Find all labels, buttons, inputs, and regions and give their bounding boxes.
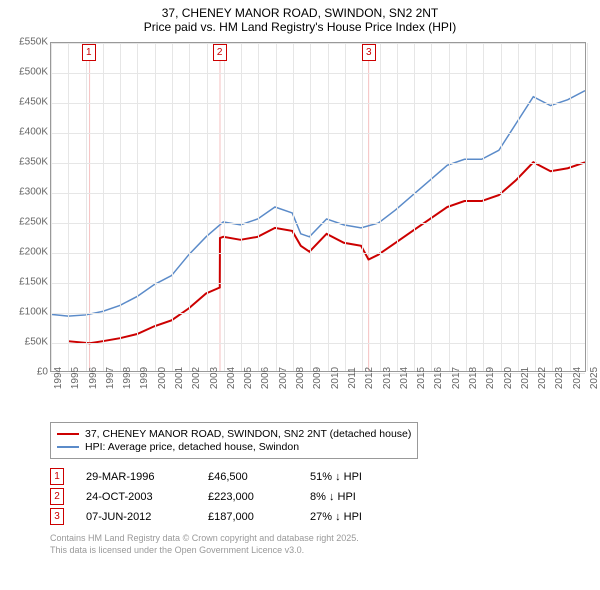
x-axis-label: 2017 [451,367,462,389]
x-axis-label: 2024 [572,367,583,389]
sales-marker: 3 [50,508,64,525]
x-axis-label: 1998 [122,367,133,389]
footer-attribution: Contains HM Land Registry data © Crown c… [50,533,592,556]
x-axis-label: 2022 [537,367,548,389]
y-axis-label: £500K [8,67,48,78]
y-axis-label: £50K [8,337,48,348]
x-axis-label: 2010 [330,367,341,389]
legend-label: HPI: Average price, detached house, Swin… [85,441,299,453]
footer-line2: This data is licensed under the Open Gov… [50,545,592,557]
x-axis-label: 2013 [382,367,393,389]
x-axis-label: 2012 [364,367,375,389]
sales-diff: 8% ↓ HPI [310,491,400,503]
x-axis-label: 2015 [416,367,427,389]
x-axis-label: 1999 [139,367,150,389]
sales-marker: 2 [50,488,64,505]
sales-date: 07-JUN-2012 [86,511,186,523]
x-axis-label: 2023 [554,367,565,389]
x-axis-label: 2019 [485,367,496,389]
y-axis-label: £550K [8,37,48,48]
x-axis-label: 2021 [520,367,531,389]
legend-swatch [57,433,79,435]
x-axis-label: 2003 [209,367,220,389]
x-axis-label: 1997 [105,367,116,389]
x-axis-label: 2014 [399,367,410,389]
sale-marker-1: 1 [82,44,96,61]
legend-row: HPI: Average price, detached house, Swin… [57,441,411,453]
y-axis-label: £300K [8,187,48,198]
x-axis-label: 2007 [278,367,289,389]
legend-label: 37, CHENEY MANOR ROAD, SWINDON, SN2 2NT … [85,428,411,440]
sale-marker-3: 3 [362,44,376,61]
sales-price: £187,000 [208,511,288,523]
y-axis-label: £200K [8,247,48,258]
legend-row: 37, CHENEY MANOR ROAD, SWINDON, SN2 2NT … [57,428,411,440]
title-line2: Price paid vs. HM Land Registry's House … [8,20,592,34]
x-axis-label: 2004 [226,367,237,389]
y-axis-label: £100K [8,307,48,318]
x-axis-label: 1995 [70,367,81,389]
y-axis-label: £450K [8,97,48,108]
x-axis-label: 2018 [468,367,479,389]
sales-row: 1 29-MAR-1996 £46,500 51% ↓ HPI [50,468,592,485]
sale-marker-2: 2 [213,44,227,61]
x-axis-label: 2002 [191,367,202,389]
sales-date: 29-MAR-1996 [86,471,186,483]
x-axis-label: 2000 [157,367,168,389]
sales-price: £46,500 [208,471,288,483]
x-axis-label: 2008 [295,367,306,389]
sales-price: £223,000 [208,491,288,503]
x-axis-label: 1994 [53,367,64,389]
sales-diff: 51% ↓ HPI [310,471,400,483]
x-axis-label: 2011 [347,367,358,389]
title-line1: 37, CHENEY MANOR ROAD, SWINDON, SN2 2NT [8,6,592,20]
chart-legend: 37, CHENEY MANOR ROAD, SWINDON, SN2 2NT … [50,422,418,459]
sales-marker: 1 [50,468,64,485]
x-axis-label: 2016 [433,367,444,389]
x-axis-label: 2006 [260,367,271,389]
x-axis-label: 2009 [312,367,323,389]
x-axis-label: 1996 [88,367,99,389]
y-axis-label: £250K [8,217,48,228]
x-axis-label: 2025 [589,367,600,389]
y-axis-label: £400K [8,127,48,138]
y-axis-label: £150K [8,277,48,288]
legend-swatch [57,446,79,448]
chart-svg [51,43,585,371]
x-axis-label: 2020 [503,367,514,389]
sales-table: 1 29-MAR-1996 £46,500 51% ↓ HPI 2 24-OCT-2003… [50,468,592,525]
sales-diff: 27% ↓ HPI [310,511,400,523]
sales-date: 24-OCT-2003 [86,491,186,503]
footer-line1: Contains HM Land Registry data © Crown c… [50,533,592,545]
x-axis-label: 2005 [243,367,254,389]
y-axis-label: £0 [8,367,48,378]
chart-title-block: 37, CHENEY MANOR ROAD, SWINDON, SN2 2NT … [8,6,592,34]
y-axis-label: £350K [8,157,48,168]
chart-plot [50,42,586,372]
sales-row: 3 07-JUN-2012 £187,000 27% ↓ HPI [50,508,592,525]
chart-area: £0 £50K £100K £150K £200K £250K £300K £350K £400… [8,38,592,418]
x-axis-label: 2001 [174,367,185,389]
sales-row: 2 24-OCT-2003 £223,000 8% ↓ HPI [50,488,592,505]
